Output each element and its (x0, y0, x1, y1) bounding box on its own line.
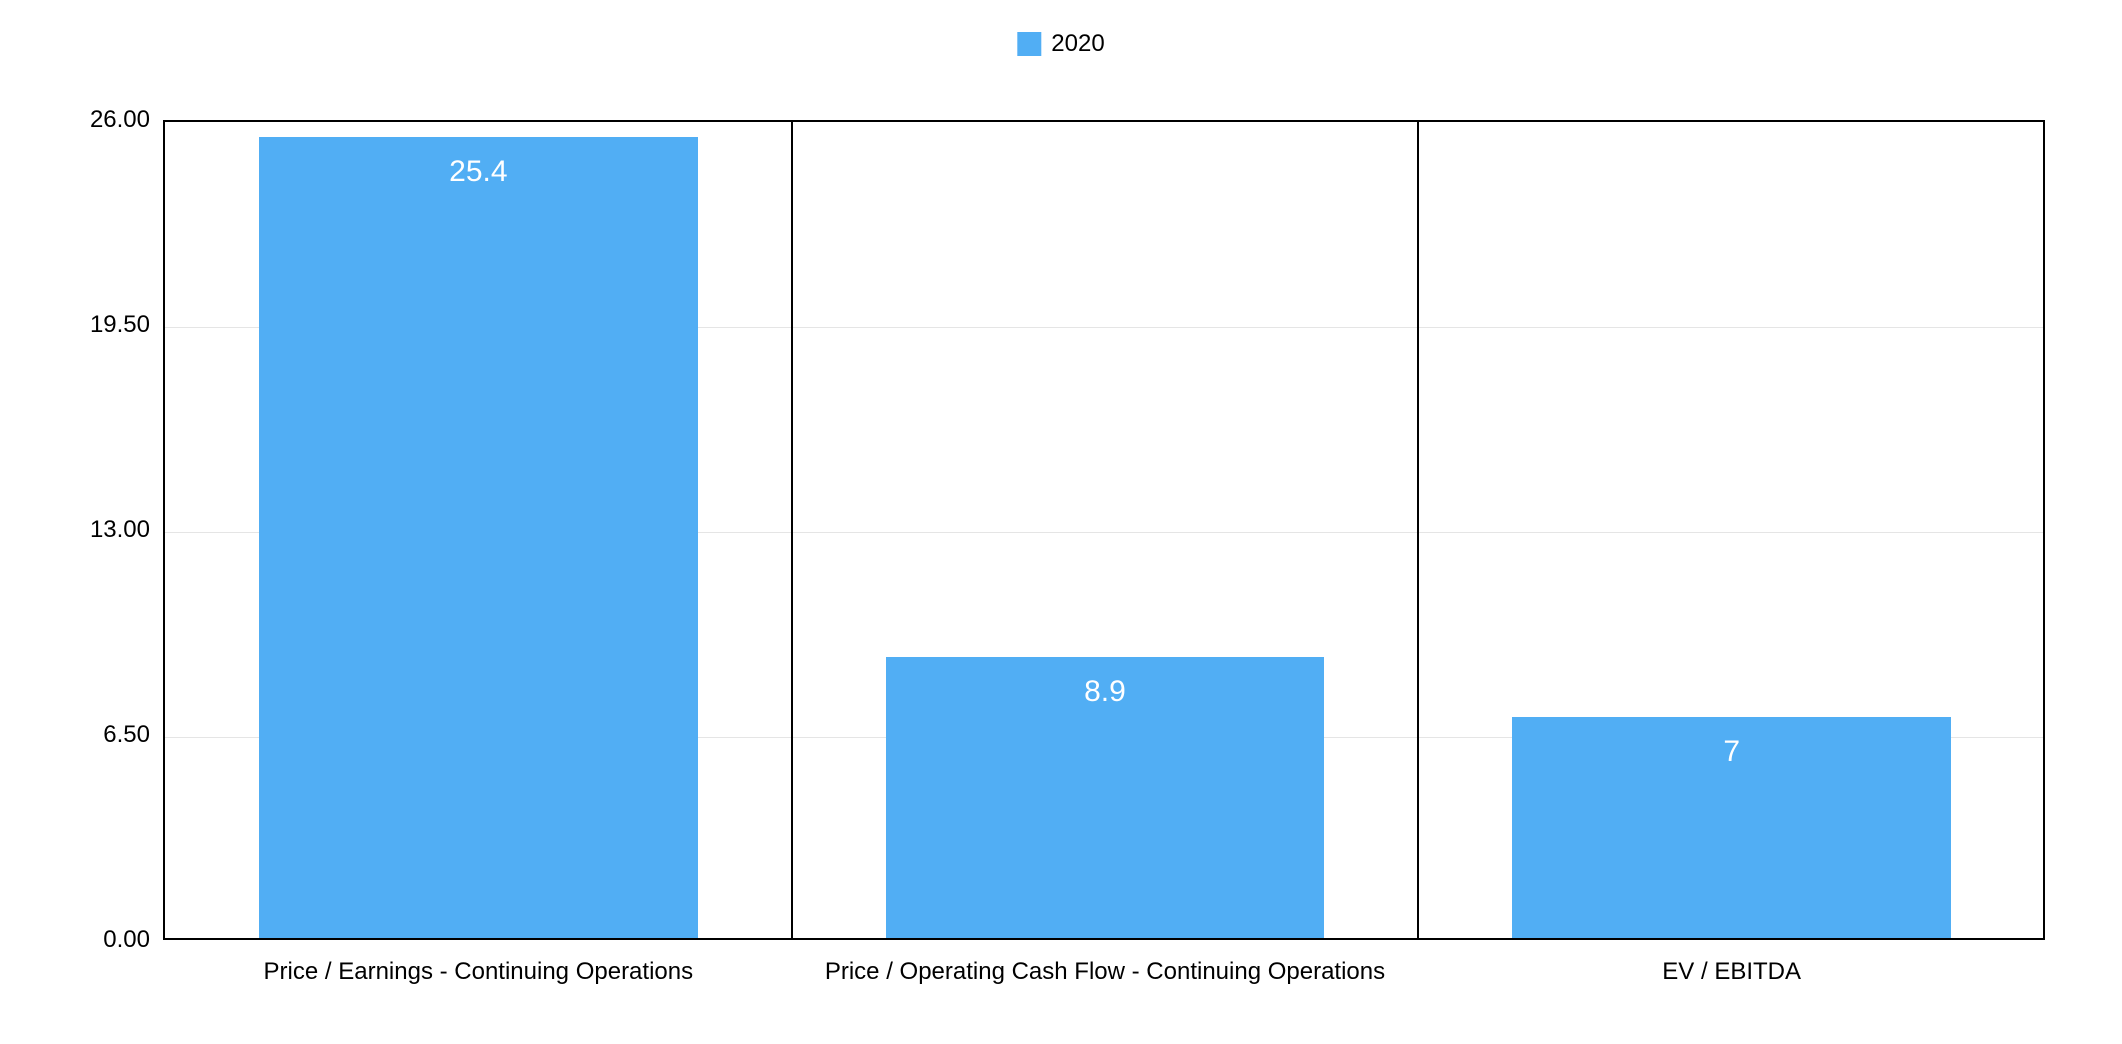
bar-value-label: 25.4 (449, 155, 507, 189)
bar-value-label: 7 (1723, 735, 1740, 769)
y-axis-line (163, 120, 165, 940)
x-tick-label: Price / Operating Cash Flow - Continuing… (792, 958, 1419, 986)
y-tick-label: 13.00 (20, 516, 150, 544)
plot-area: 25.4 8.9 7 (165, 120, 2045, 940)
y-tick-label: 19.50 (20, 311, 150, 339)
x-tick-label: Price / Earnings - Continuing Operations (165, 958, 792, 986)
y-tick-label: 0.00 (20, 926, 150, 954)
category-divider (1417, 122, 1419, 938)
bar-chart: 2020 25.4 8.9 7 0.00 6.50 13.00 19.50 26.00 Pri… (0, 0, 2122, 1044)
y-tick-label: 6.50 (20, 721, 150, 749)
x-tick-label: EV / EBITDA (1418, 958, 2045, 986)
legend-label: 2020 (1051, 30, 1104, 58)
legend-swatch (1017, 32, 1041, 56)
bar: 25.4 (259, 137, 698, 938)
bar: 7 (1512, 717, 1951, 938)
legend: 2020 (1017, 30, 1104, 58)
category-divider (791, 122, 793, 938)
bar-value-label: 8.9 (1084, 675, 1126, 709)
y-tick-label: 26.00 (20, 106, 150, 134)
bar: 8.9 (886, 657, 1325, 938)
